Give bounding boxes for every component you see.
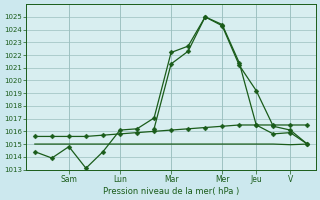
X-axis label: Pression niveau de la mer( hPa ): Pression niveau de la mer( hPa ) xyxy=(103,187,239,196)
